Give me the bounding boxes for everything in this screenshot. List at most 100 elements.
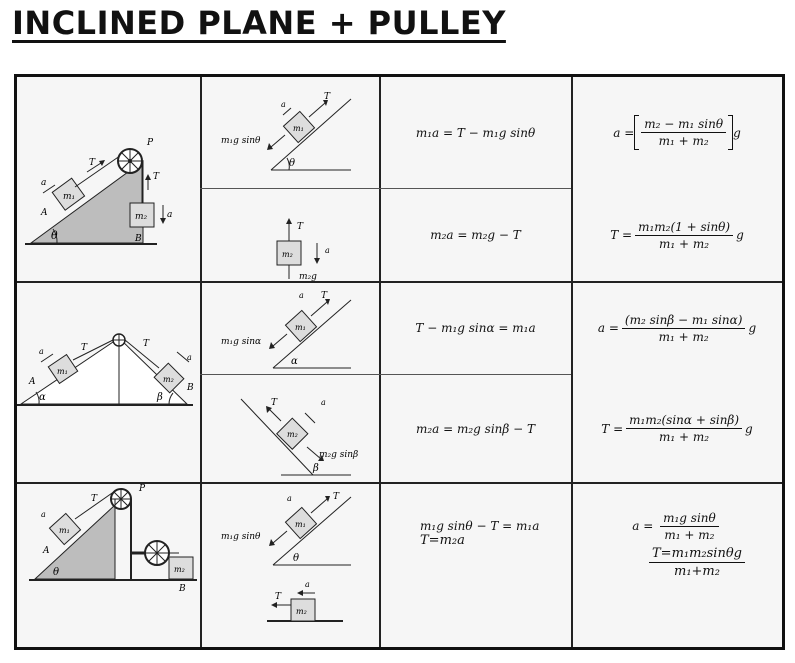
point-label: A: [40, 208, 48, 218]
tension-label: T: [271, 398, 278, 408]
formula-suffix: g: [748, 321, 757, 335]
tension-label: T: [91, 494, 98, 504]
angle-label: β: [156, 392, 163, 403]
angle-label: θ: [51, 229, 58, 242]
block-label: m₂: [287, 430, 298, 439]
formula-numerator: m₁g sinθ: [660, 511, 719, 527]
pulley-label: P: [146, 138, 154, 148]
tension-label: T: [321, 291, 328, 301]
accel-label: a: [41, 510, 46, 519]
accel-label: a: [187, 353, 192, 362]
point-label: B: [178, 584, 186, 594]
formula-numerator: (m₂ sinβ − m₁ sinα): [621, 313, 746, 329]
accel-label: a: [281, 100, 286, 109]
force-label: m₂g sinβ: [319, 450, 358, 460]
equation-text: T − m₁g sinα = m₁a: [415, 321, 536, 335]
angle-label: β: [312, 463, 319, 474]
tension-formula: T = m₁m₂(1 + sinθ) m₁ + m₂ g: [572, 189, 782, 281]
equation-text: m₂a = m₂g − T: [430, 228, 521, 242]
formula-denominator: m₁ + m₂: [659, 430, 710, 444]
results-block: a = m₁g sinθ m₁ + m₂ T=m₁m₂sinθg m₁+m₂: [572, 483, 782, 650]
block-label: m₁: [295, 520, 306, 529]
formula-denominator: m₁ + m₂: [658, 329, 709, 344]
block-label: m₁: [295, 323, 306, 332]
angle-label: θ: [289, 158, 295, 169]
formula-prefix: a =: [597, 321, 619, 335]
formula-suffix: g: [733, 125, 741, 140]
formula-prefix: a =: [613, 125, 635, 140]
equation-block: m₁g sinθ − T = m₁a T=m₂a: [380, 483, 571, 650]
point-label: B: [186, 383, 194, 393]
block-label: m₂: [163, 375, 174, 384]
formula-denominator: m₁+m₂: [674, 564, 720, 579]
equation-m1: T − m₁g sinα = m₁a: [380, 282, 571, 374]
column-divider: [200, 77, 202, 647]
formula-prefix: T=: [651, 546, 672, 561]
formula-numerator: m₁m₂(sinα + sinβ): [626, 413, 743, 429]
block-label: m₁: [57, 367, 68, 376]
column-divider: [379, 77, 381, 647]
fbd-m1-incline: θ m₁ T m₁g sinθ a: [221, 92, 352, 171]
point-label: B: [134, 234, 142, 244]
block-label: m₁: [63, 192, 75, 202]
equation-m2: m₂a = m₂g sinβ − T: [380, 375, 571, 482]
accel-label: a: [167, 210, 172, 220]
equation-text: T=m₂a: [420, 533, 465, 548]
formula-numerator: m₁m₂sinθg: [671, 546, 742, 561]
tension-label: T: [153, 172, 160, 182]
fbd-m1-alpha: α m₁ T m₁g sinα a: [221, 291, 352, 369]
accel-label: a: [299, 291, 304, 300]
tension-formula: T=m₁m₂sinθg m₁+m₂: [646, 546, 748, 579]
angle-label: α: [39, 392, 46, 403]
equation-text: m₁a = T − m₁g sinθ: [415, 125, 536, 140]
pulley-label: P: [138, 484, 146, 494]
block-label: m₁: [293, 124, 304, 133]
accel-label: a: [287, 494, 292, 503]
force-label: m₁g sinθ: [221, 136, 261, 146]
diagram-incline-hanging: θ m₁ m₂ a T T P a A B: [25, 138, 172, 245]
point-label: A: [42, 546, 50, 556]
row-divider: [200, 374, 571, 375]
diagram-double-incline: α β m₁ m₂ T T a a A B: [17, 333, 194, 406]
fbd-m1-m2-row3: θ m₁ T m₁g sinθ a m₂ T a: [221, 492, 352, 622]
block-label: m₂: [296, 607, 307, 616]
block-label: m₁: [59, 526, 70, 535]
tension-label: T: [297, 222, 304, 232]
accel-label: a: [305, 580, 310, 589]
accel-label: a: [325, 246, 330, 255]
formula-denominator: m₁ + m₂: [664, 528, 715, 542]
tension-formula: T = m₁m₂(sinα + sinβ) m₁ + m₂ g: [572, 375, 782, 482]
equation-m1: m₁a = T − m₁g sinθ: [380, 77, 571, 188]
formula-prefix: T =: [610, 228, 633, 242]
page-title: INCLINED PLANE + PULLEY: [12, 4, 506, 42]
acceleration-formula: a = m₂ − m₁ sinθ m₁ + m₂ g: [572, 77, 782, 188]
equation-m2: m₂a = m₂g − T: [380, 189, 571, 281]
tension-label: T: [333, 492, 340, 502]
row-divider: [200, 188, 571, 189]
block-label: m₂: [282, 250, 293, 259]
acceleration-formula: a = m₁g sinθ m₁ + m₂: [632, 511, 722, 542]
formula-denominator: m₁ + m₂: [658, 134, 709, 148]
weight-label: m₂g: [299, 272, 317, 281]
formula-table: θ m₁ m₂ a T T P a A B θ m₁ T m₁g sinθ a: [14, 74, 785, 650]
block-label: m₂: [174, 565, 185, 574]
formula-suffix: g: [736, 228, 744, 242]
angle-label: θ: [293, 553, 299, 564]
accel-label: a: [41, 178, 46, 188]
force-label: m₁g sinα: [221, 337, 261, 347]
tension-label: T: [324, 92, 331, 102]
accel-label: a: [39, 347, 44, 356]
formula-numerator: m₂ − m₁ sinθ: [641, 117, 727, 133]
force-label: m₁g sinθ: [221, 532, 261, 542]
tension-label: T: [81, 343, 88, 353]
point-label: A: [28, 377, 36, 387]
tension-label: T: [143, 339, 150, 349]
row-divider: [17, 482, 782, 484]
formula-denominator: m₁ + m₂: [659, 236, 710, 251]
fbd-m2-beta: β m₂ T m₂g sinβ a: [240, 398, 358, 476]
angle-label: α: [291, 356, 298, 367]
tension-label: T: [275, 592, 282, 602]
equation-text: m₂a = m₂g sinβ − T: [415, 421, 536, 436]
row-divider: [17, 281, 782, 283]
column-divider: [571, 77, 573, 647]
